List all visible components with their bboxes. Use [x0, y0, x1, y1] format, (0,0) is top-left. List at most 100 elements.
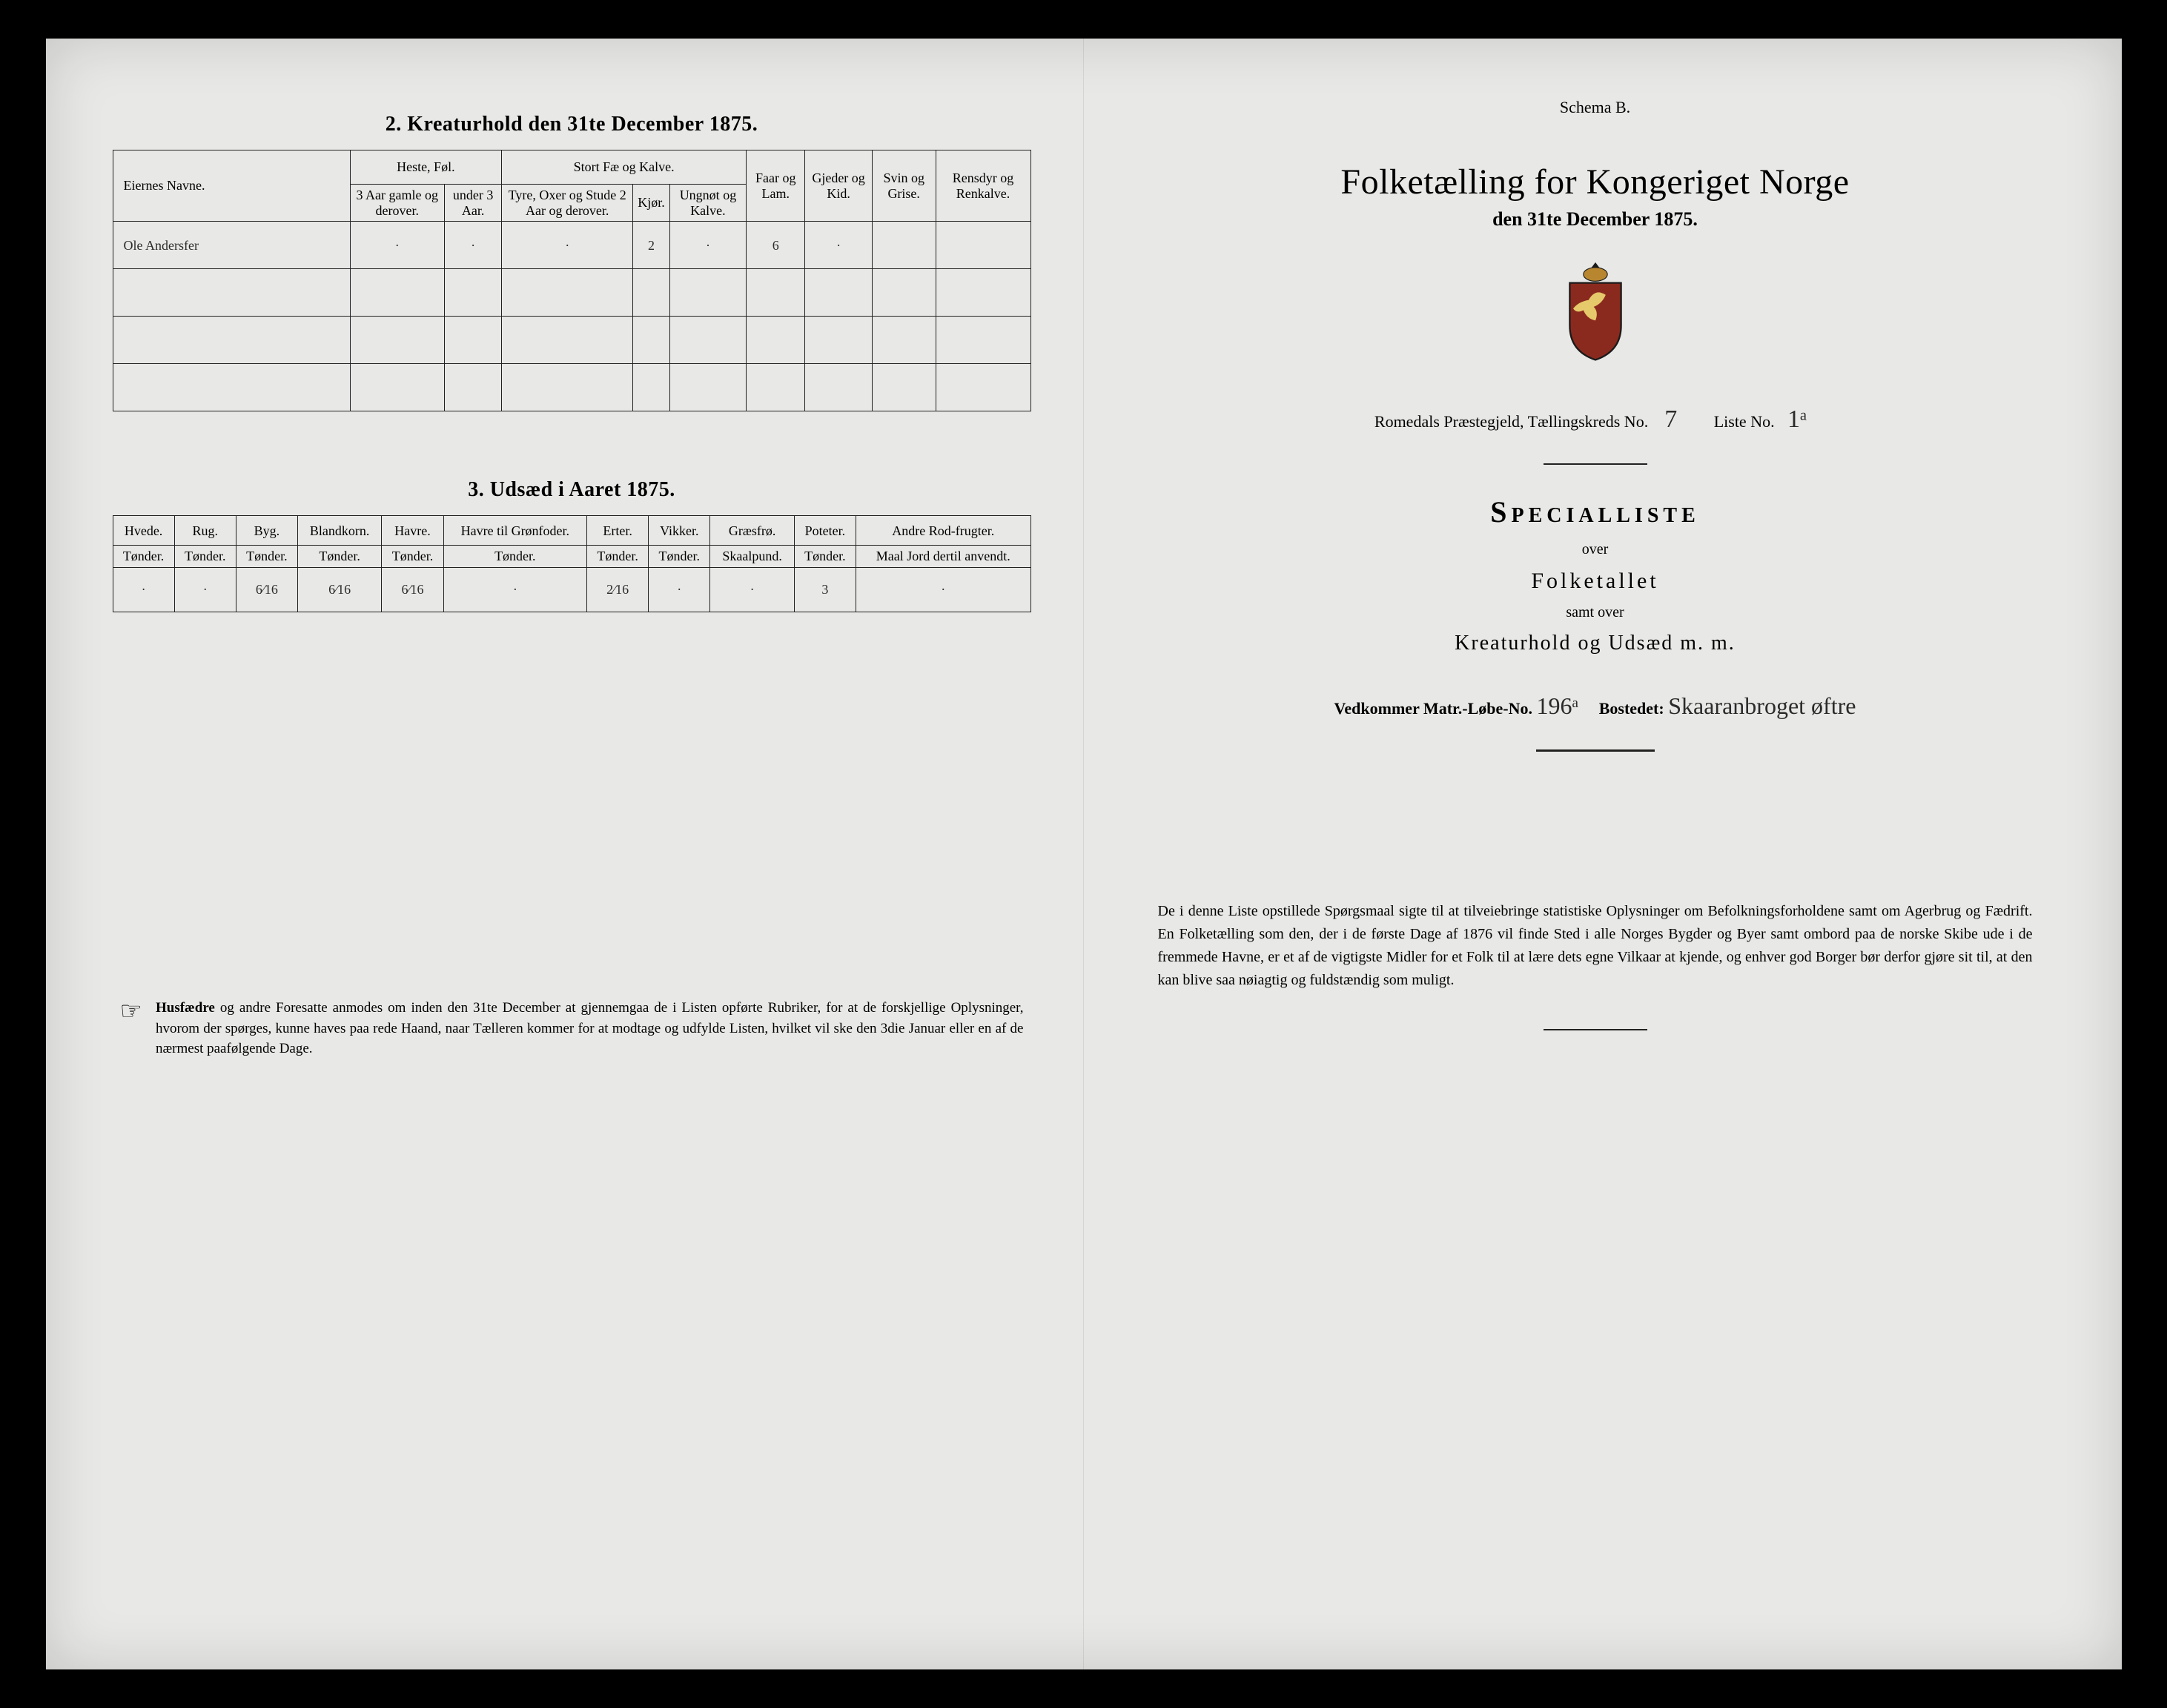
- cell: ·: [805, 222, 873, 269]
- cell: [805, 364, 873, 411]
- col-storfe-kjor: Kjør.: [633, 185, 670, 222]
- udsaed-cell: 6⁄16: [382, 568, 443, 612]
- parish-no: 7: [1652, 406, 1690, 434]
- footnote-text: Husfædre og andre Foresatte anmodes om i…: [156, 998, 1024, 1059]
- cell: [872, 222, 936, 269]
- udsaed-col-unit: Tønder.: [382, 546, 443, 568]
- udsaed-col-unit: Tønder.: [794, 546, 856, 568]
- udsaed-cell: ·: [174, 568, 236, 612]
- over-label: over: [1143, 541, 2048, 558]
- cell: [936, 269, 1030, 317]
- udsaed-cell: ·: [856, 568, 1031, 612]
- col-svin: Svin og Grise.: [872, 150, 936, 222]
- liste-no: 1ᵃ: [1779, 406, 1816, 434]
- udsaed-col-unit: Tønder.: [297, 546, 381, 568]
- bosted-label: Bostedet:: [1599, 699, 1664, 718]
- udsaed-cell: ·: [113, 568, 174, 612]
- vedkommer-line: Vedkommer Matr.-Løbe-No. 196ᵃ Bostedet: …: [1143, 692, 2048, 720]
- table-row: [113, 317, 1030, 364]
- udsaed-col-header: Havre.: [382, 516, 443, 546]
- samt-label: samt over: [1143, 604, 2048, 621]
- parish-line: Romedals Præstegjeld, Tællingskreds No. …: [1143, 406, 2048, 434]
- col-gjeder: Gjeder og Kid.: [805, 150, 873, 222]
- cell: 2: [633, 222, 670, 269]
- cell: [872, 317, 936, 364]
- col-group-storfe: Stort Fæ og Kalve.: [502, 150, 747, 185]
- divider: [1536, 749, 1655, 752]
- table-row: Ole Andersfer···2·6·: [113, 222, 1030, 269]
- cell: ·: [669, 222, 746, 269]
- right-page: Schema B. Folketælling for Kongeriget No…: [1084, 39, 2122, 1669]
- col-heste-old: 3 Aar gamle og derover.: [350, 185, 445, 222]
- col-heste-young: under 3 Aar.: [445, 185, 502, 222]
- cell: [669, 269, 746, 317]
- cell: [747, 269, 805, 317]
- matr-no: 196ᵃ: [1536, 692, 1578, 719]
- udsaed-col-header: Erter.: [587, 516, 649, 546]
- kreatur-table: Eiernes Navne. Heste, Føl. Stort Fæ og K…: [113, 150, 1031, 411]
- cell: [669, 317, 746, 364]
- udsaed-col-header: Blandkorn.: [297, 516, 381, 546]
- cell: [936, 317, 1030, 364]
- main-title: Folketælling for Kongeriget Norge: [1143, 162, 2048, 202]
- udsaed-cell: ·: [649, 568, 710, 612]
- right-paragraph: De i denne Liste opstillede Spørgsmaal s…: [1143, 900, 2048, 992]
- kreatur-udsaed-heading: Kreaturhold og Udsæd m. m.: [1143, 632, 2048, 655]
- udsaed-col-unit: Tønder.: [587, 546, 649, 568]
- cell: [669, 364, 746, 411]
- divider: [1544, 1029, 1647, 1030]
- cell: [872, 364, 936, 411]
- cell: [805, 317, 873, 364]
- owner-cell: Ole Andersfer: [113, 222, 350, 269]
- vedkommer-label: Vedkommer Matr.-Løbe-No.: [1334, 699, 1532, 718]
- udsaed-cell: 3: [794, 568, 856, 612]
- table-row: [113, 364, 1030, 411]
- section-2-title: 2. Kreaturhold den 31te December 1875.: [113, 113, 1031, 136]
- table-row: [113, 269, 1030, 317]
- cell: [747, 317, 805, 364]
- cell: [502, 364, 633, 411]
- cell: [350, 317, 445, 364]
- divider: [1544, 463, 1647, 465]
- udsaed-col-unit: Tønder.: [236, 546, 297, 568]
- cell: [936, 364, 1030, 411]
- udsaed-table: Hvede.Rug.Byg.Blandkorn.Havre.Havre til …: [113, 515, 1031, 612]
- col-storfe-tyre: Tyre, Oxer og Stude 2 Aar og derover.: [502, 185, 633, 222]
- cell: [350, 269, 445, 317]
- owner-cell: [113, 269, 350, 317]
- cell: [445, 317, 502, 364]
- cell: [872, 269, 936, 317]
- udsaed-cell: ·: [710, 568, 794, 612]
- cell: ·: [445, 222, 502, 269]
- udsaed-col-header: Andre Rod-frugter.: [856, 516, 1031, 546]
- folketallet-heading: Folketallet: [1143, 569, 2048, 594]
- footnote-body: og andre Foresatte anmodes om inden den …: [156, 1000, 1024, 1056]
- owner-cell: [113, 317, 350, 364]
- cell: [350, 364, 445, 411]
- udsaed-cell: 6⁄16: [236, 568, 297, 612]
- cell: [633, 317, 670, 364]
- section-3-title: 3. Udsæd i Aaret 1875.: [113, 478, 1031, 502]
- cell: [445, 269, 502, 317]
- cell: [936, 222, 1030, 269]
- udsaed-col-header: Havre til Grønfoder.: [443, 516, 587, 546]
- specialliste-heading: Specialliste: [1143, 494, 2048, 529]
- main-subtitle: den 31te December 1875.: [1143, 208, 2048, 231]
- udsaed-col-header: Vikker.: [649, 516, 710, 546]
- cell: [502, 269, 633, 317]
- cell: 6: [747, 222, 805, 269]
- udsaed-col-unit: Tønder.: [443, 546, 587, 568]
- udsaed-cell: 2⁄16: [587, 568, 649, 612]
- col-faar: Faar og Lam.: [747, 150, 805, 222]
- col-owner: Eiernes Navne.: [113, 150, 350, 222]
- udsaed-col-unit: Tønder.: [174, 546, 236, 568]
- udsaed-cell: ·: [443, 568, 587, 612]
- cell: [502, 317, 633, 364]
- scanned-spread: 2. Kreaturhold den 31te December 1875. E…: [46, 39, 2122, 1669]
- udsaed-col-header: Byg.: [236, 516, 297, 546]
- cell: ·: [350, 222, 445, 269]
- coat-of-arms-icon: [1551, 257, 1640, 368]
- udsaed-col-header: Poteter.: [794, 516, 856, 546]
- cell: [633, 269, 670, 317]
- udsaed-col-unit: Maal Jord dertil anvendt.: [856, 546, 1031, 568]
